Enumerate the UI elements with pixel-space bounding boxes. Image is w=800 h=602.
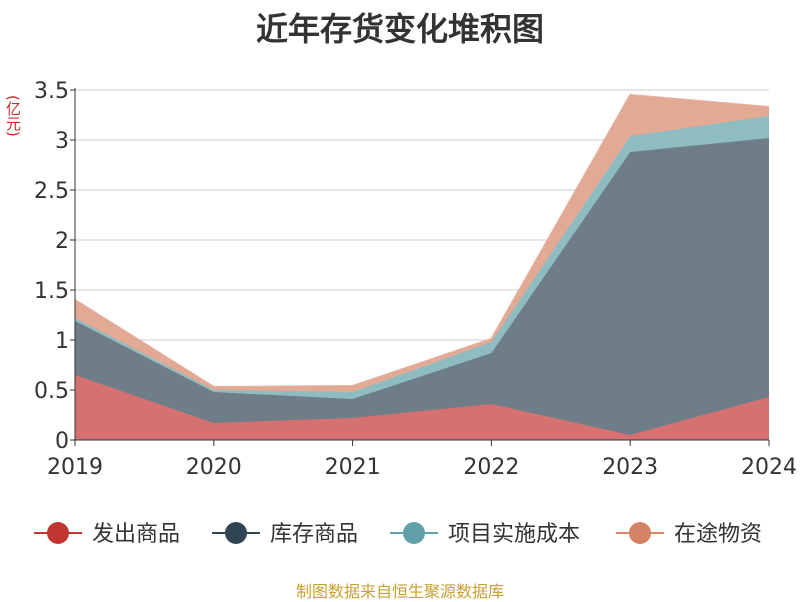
data-source-note: 制图数据来自恒生聚源数据库 (295, 582, 504, 601)
y-tick-label: 3 (55, 129, 69, 154)
y-tick-label: 0.5 (34, 379, 69, 404)
y-axis-unit-label: (亿元) (4, 95, 22, 137)
y-tick-label: 2.5 (34, 179, 69, 204)
chart-title: 近年存货变化堆积图 (255, 10, 544, 48)
legend-label-1: 发出商品 (92, 522, 180, 547)
series-line-4 (74, 93, 770, 389)
x-tick-label: 2022 (463, 455, 519, 480)
legend-marker-1 (47, 522, 69, 544)
x-tick-label: 2021 (325, 455, 381, 480)
x-tick-label: 2020 (186, 455, 242, 480)
area-series-1 (75, 375, 769, 440)
x-tick-label: 2024 (741, 455, 797, 480)
y-tick-label: 1 (55, 329, 69, 354)
legend-label-4: 在途物资 (674, 522, 762, 547)
legend-marker-4 (629, 522, 651, 544)
y-tick-label: 3.5 (34, 79, 69, 104)
x-tick-label: 2019 (47, 455, 103, 480)
legend-marker-3 (403, 522, 425, 544)
area-series-3 (75, 116, 769, 399)
area-series-4 (75, 95, 769, 392)
legend-marker-2 (225, 522, 247, 544)
x-tick-label: 2023 (602, 455, 658, 480)
y-tick-label: 2 (55, 229, 69, 254)
y-tick-label: 1.5 (34, 279, 69, 304)
area-series-2 (75, 138, 769, 435)
legend-label-3: 项目实施成本 (448, 522, 580, 547)
legend-label-2: 库存商品 (270, 522, 358, 547)
y-tick-label: 0 (55, 429, 69, 454)
